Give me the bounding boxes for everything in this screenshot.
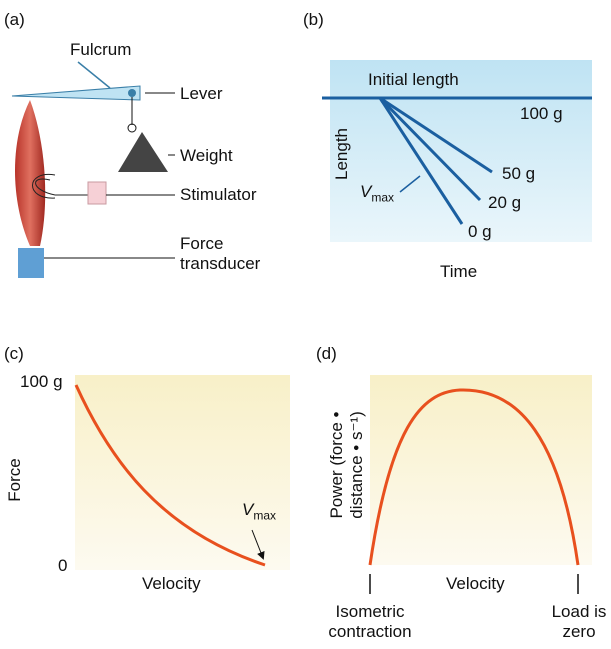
axis-end-label: 100 g — [20, 372, 63, 392]
load-label: 50 g — [502, 164, 535, 184]
panel-label: (b) — [303, 10, 324, 30]
subscript: max — [253, 508, 276, 522]
panel-label: (c) — [4, 344, 24, 364]
axis-label: Velocity — [446, 574, 505, 594]
symbol: V — [360, 182, 371, 201]
force-velocity-plot — [75, 375, 290, 570]
end-label: Load is zero — [548, 602, 610, 642]
part-label: Weight — [180, 146, 233, 166]
axis-label: Power (force • distance • s⁻¹) — [327, 380, 367, 550]
axis-label: Velocity — [142, 574, 201, 594]
figure: (a) Fulcrum Lever Weight Stimulator Forc… — [0, 0, 611, 649]
end-label: Isometric contraction — [318, 602, 422, 642]
power-velocity-plot — [370, 375, 592, 594]
part-label: Force transducer — [180, 234, 280, 274]
part-label: Stimulator — [180, 185, 257, 205]
part-label: Fulcrum — [70, 40, 131, 60]
drawings — [0, 0, 611, 649]
line-label: Initial length — [368, 70, 459, 90]
panel-label: (a) — [4, 10, 25, 30]
axis-label: Force — [5, 445, 25, 515]
symbol: V — [242, 500, 253, 519]
load-label: 20 g — [488, 193, 521, 213]
part-label: Lever — [180, 84, 223, 104]
vmax-label: Vmax — [360, 182, 394, 207]
load-label: 0 g — [468, 222, 492, 242]
apparatus — [12, 62, 175, 278]
load-label: 100 g — [520, 104, 563, 124]
axis-label: Length — [332, 114, 352, 194]
axis-end-label: 0 — [58, 556, 67, 576]
subscript: max — [371, 190, 394, 204]
vmax-label: Vmax — [242, 500, 276, 525]
panel-label: (d) — [316, 344, 337, 364]
axis-label: Time — [440, 262, 477, 282]
